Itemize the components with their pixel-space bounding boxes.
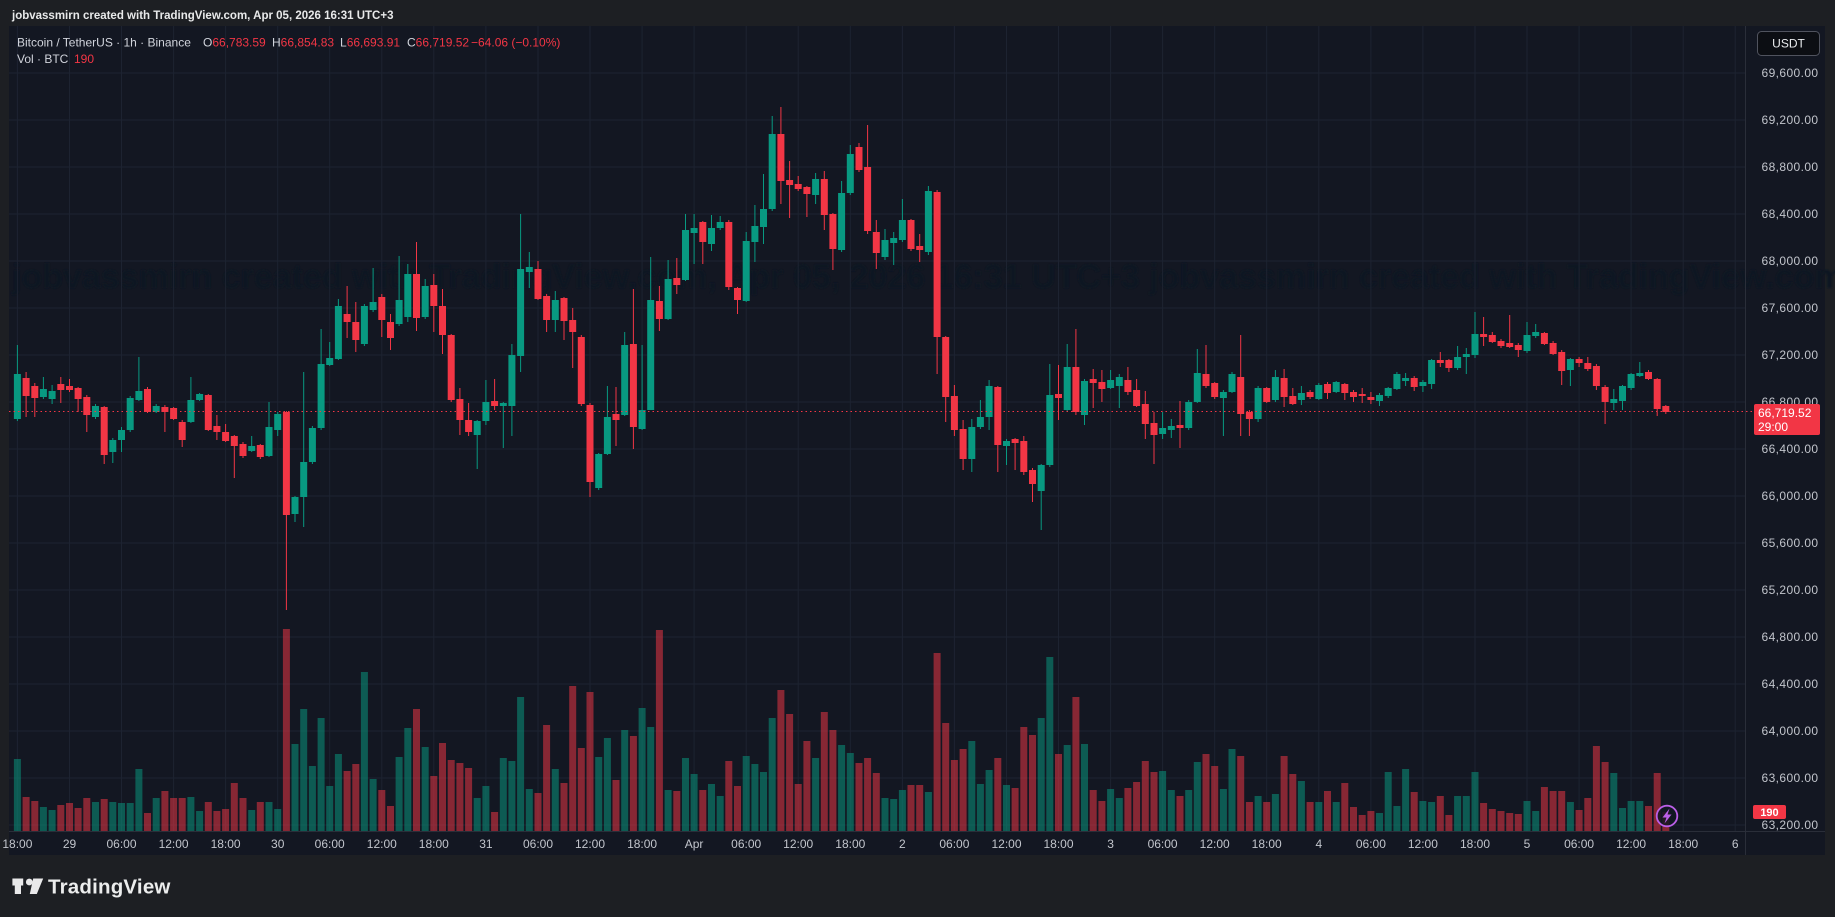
svg-text:63,600.00: 63,600.00 [1762,771,1819,785]
svg-text:12:00: 12:00 [783,837,813,851]
svg-text:4: 4 [1315,837,1322,851]
svg-text:67,200.00: 67,200.00 [1762,348,1819,362]
svg-text:06:00: 06:00 [1356,837,1386,851]
svg-text:18:00: 18:00 [1668,837,1698,851]
svg-text:18:00: 18:00 [1460,837,1490,851]
svg-text:31: 31 [479,837,493,851]
svg-text:6: 6 [1732,837,1739,851]
svg-text:68,800.00: 68,800.00 [1762,160,1819,174]
svg-text:30: 30 [271,837,285,851]
svg-text:06:00: 06:00 [1564,837,1594,851]
svg-text:65,200.00: 65,200.00 [1762,583,1819,597]
svg-text:Vol · BTC 190: Vol · BTC 190 [17,52,94,66]
svg-text:66,000.00: 66,000.00 [1762,489,1819,503]
svg-text:12:00: 12:00 [991,837,1021,851]
svg-text:18:00: 18:00 [1043,837,1073,851]
svg-text:68,400.00: 68,400.00 [1762,207,1819,221]
svg-text:Bitcoin / TetherUS · 1h · Bina: Bitcoin / TetherUS · 1h · Binance O66,783… [17,36,560,50]
svg-text:06:00: 06:00 [939,837,969,851]
svg-text:12:00: 12:00 [575,837,605,851]
svg-text:12:00: 12:00 [1200,837,1230,851]
svg-text:18:00: 18:00 [2,837,32,851]
svg-text:06:00: 06:00 [523,837,553,851]
svg-text:5: 5 [1524,837,1531,851]
svg-text:64,000.00: 64,000.00 [1762,724,1819,738]
svg-text:18:00: 18:00 [835,837,865,851]
svg-text:12:00: 12:00 [367,837,397,851]
svg-text:18:00: 18:00 [627,837,657,851]
svg-text:12:00: 12:00 [1616,837,1646,851]
svg-text:67,600.00: 67,600.00 [1762,301,1819,315]
svg-text:65,600.00: 65,600.00 [1762,536,1819,550]
svg-text:18:00: 18:00 [211,837,241,851]
svg-text:jobvassmirn created with Tradi: jobvassmirn created with TradingView.com… [11,10,393,22]
svg-text:18:00: 18:00 [1252,837,1282,851]
svg-text:06:00: 06:00 [315,837,345,851]
svg-text:63,200.00: 63,200.00 [1762,818,1819,832]
svg-text:2: 2 [899,837,906,851]
svg-text:190: 190 [1760,807,1778,819]
svg-text:jobvassmirn created with Tradi: jobvassmirn created with TradingView.com… [11,258,1835,296]
svg-text:66,719.52: 66,719.52 [1758,406,1812,420]
svg-text:TradingView: TradingView [48,876,171,899]
svg-text:12:00: 12:00 [1408,837,1438,851]
svg-text:69,600.00: 69,600.00 [1762,66,1819,80]
svg-text:18:00: 18:00 [419,837,449,851]
svg-text:06:00: 06:00 [1148,837,1178,851]
svg-text:Apr: Apr [685,837,704,851]
svg-text:64,400.00: 64,400.00 [1762,677,1819,691]
svg-text:29:00: 29:00 [1758,420,1788,434]
svg-text:06:00: 06:00 [731,837,761,851]
svg-text:USDT: USDT [1772,37,1805,51]
svg-text:3: 3 [1107,837,1114,851]
svg-text:64,800.00: 64,800.00 [1762,630,1819,644]
svg-text:29: 29 [63,837,77,851]
svg-text:66,400.00: 66,400.00 [1762,442,1819,456]
svg-text:69,200.00: 69,200.00 [1762,113,1819,127]
svg-text:12:00: 12:00 [159,837,189,851]
svg-text:06:00: 06:00 [106,837,136,851]
svg-text:68,000.00: 68,000.00 [1762,254,1819,268]
